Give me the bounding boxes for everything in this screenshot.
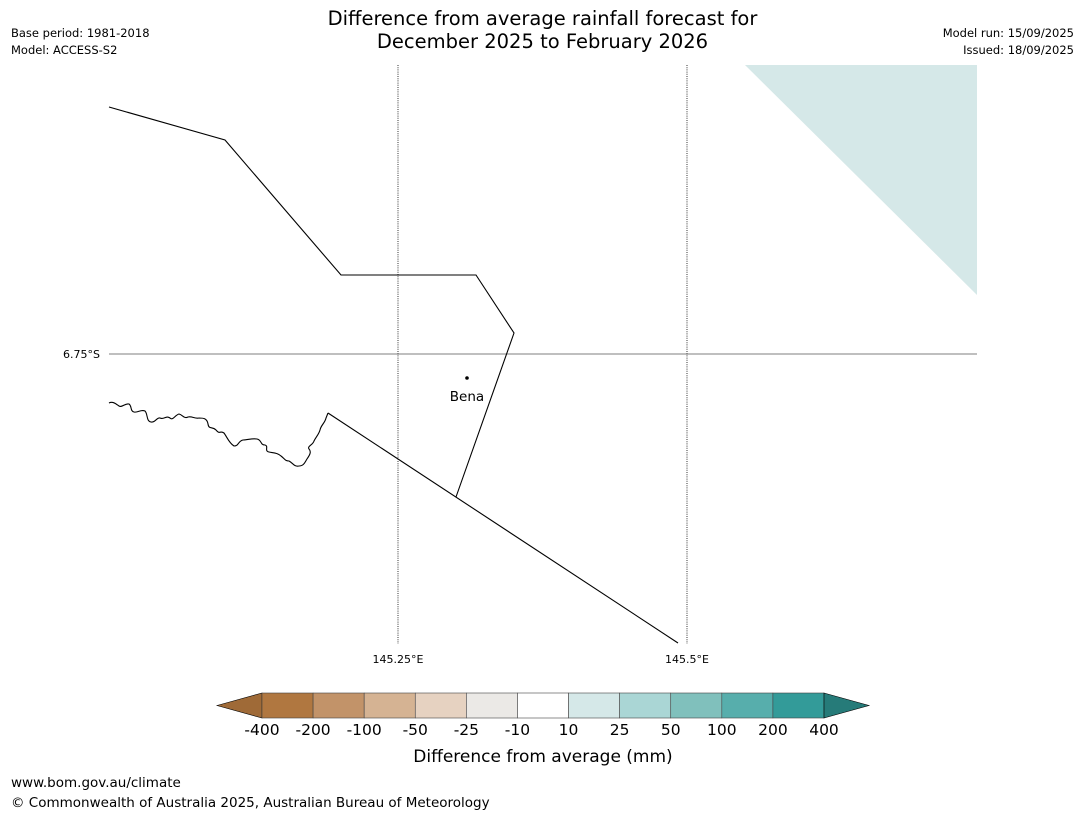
model-run: Model run: 15/09/2025 (942, 26, 1074, 40)
run-info: Model run: 15/09/2025 Issued: 18/09/2025 (943, 25, 1074, 59)
bena-label: Bena (450, 389, 484, 405)
colorbar-segment (261, 692, 314, 719)
longitude-label-145-5: 145.5°E (665, 653, 709, 666)
colorbar-title: Difference from average (mm) (413, 747, 672, 767)
colorbar-tick-label: 25 (610, 721, 630, 739)
colorbar-extend-high (823, 692, 871, 719)
colorbar-segment (363, 692, 416, 719)
model-info: Base period: 1981-2018 Model: ACCESS-S2 (11, 25, 150, 59)
colorbar-segment (619, 692, 672, 719)
base-period: Base period: 1981-2018 (11, 26, 150, 40)
colorbar-tick-label: -10 (505, 721, 530, 739)
colorbar-segment (568, 692, 620, 719)
colorbar-segment (312, 692, 365, 719)
colorbar-tick-label: 100 (707, 721, 737, 739)
title-line-1: Difference from average rainfall forecas… (327, 7, 758, 30)
colorbar-segment (721, 692, 774, 719)
issued-date: Issued: 18/09/2025 (963, 43, 1074, 57)
colorbar: -400 -200 -100 -50 -25 -10 10 25 50 100 200 400 Dif… (215, 692, 871, 767)
bena-marker (465, 376, 469, 380)
colorbar-segment (670, 692, 723, 719)
region-boundary (108, 106, 515, 498)
colorbar-tick-label: 10 (559, 721, 579, 739)
model-name: Model: ACCESS-S2 (11, 43, 118, 57)
colorbar-extend-low (215, 692, 263, 719)
colorbar-tick-label: -100 (347, 721, 382, 739)
colorbar-segment (517, 692, 569, 719)
colorbar-segment (414, 692, 467, 719)
footer-url[interactable]: www.bom.gov.au/climate (11, 775, 181, 791)
latitude-label: 6.75°S (63, 348, 100, 361)
colorbar-tick-label: -25 (454, 721, 479, 739)
colorbar-segment (772, 692, 825, 719)
colorbar-tick-label: -400 (244, 721, 279, 739)
colorbar-segment (466, 692, 518, 719)
colorbar-tick-label: 50 (661, 721, 681, 739)
colorbar-tick-label: 400 (809, 721, 839, 739)
colorbar-tick-label: 200 (758, 721, 788, 739)
colorbar-tick-label: -50 (403, 721, 428, 739)
map-title: Difference from average rainfall forecas… (0, 7, 1085, 53)
region-boundary-south (327, 412, 679, 644)
title-line-2: December 2025 to February 2026 (376, 30, 709, 53)
colorbar-tick-label: -200 (295, 721, 330, 739)
footer-copyright: © Commonwealth of Australia 2025, Austra… (11, 795, 490, 811)
forecast-shade-region (745, 65, 977, 295)
coastline (108, 401, 329, 467)
longitude-label-145-25: 145.25°E (373, 653, 424, 666)
